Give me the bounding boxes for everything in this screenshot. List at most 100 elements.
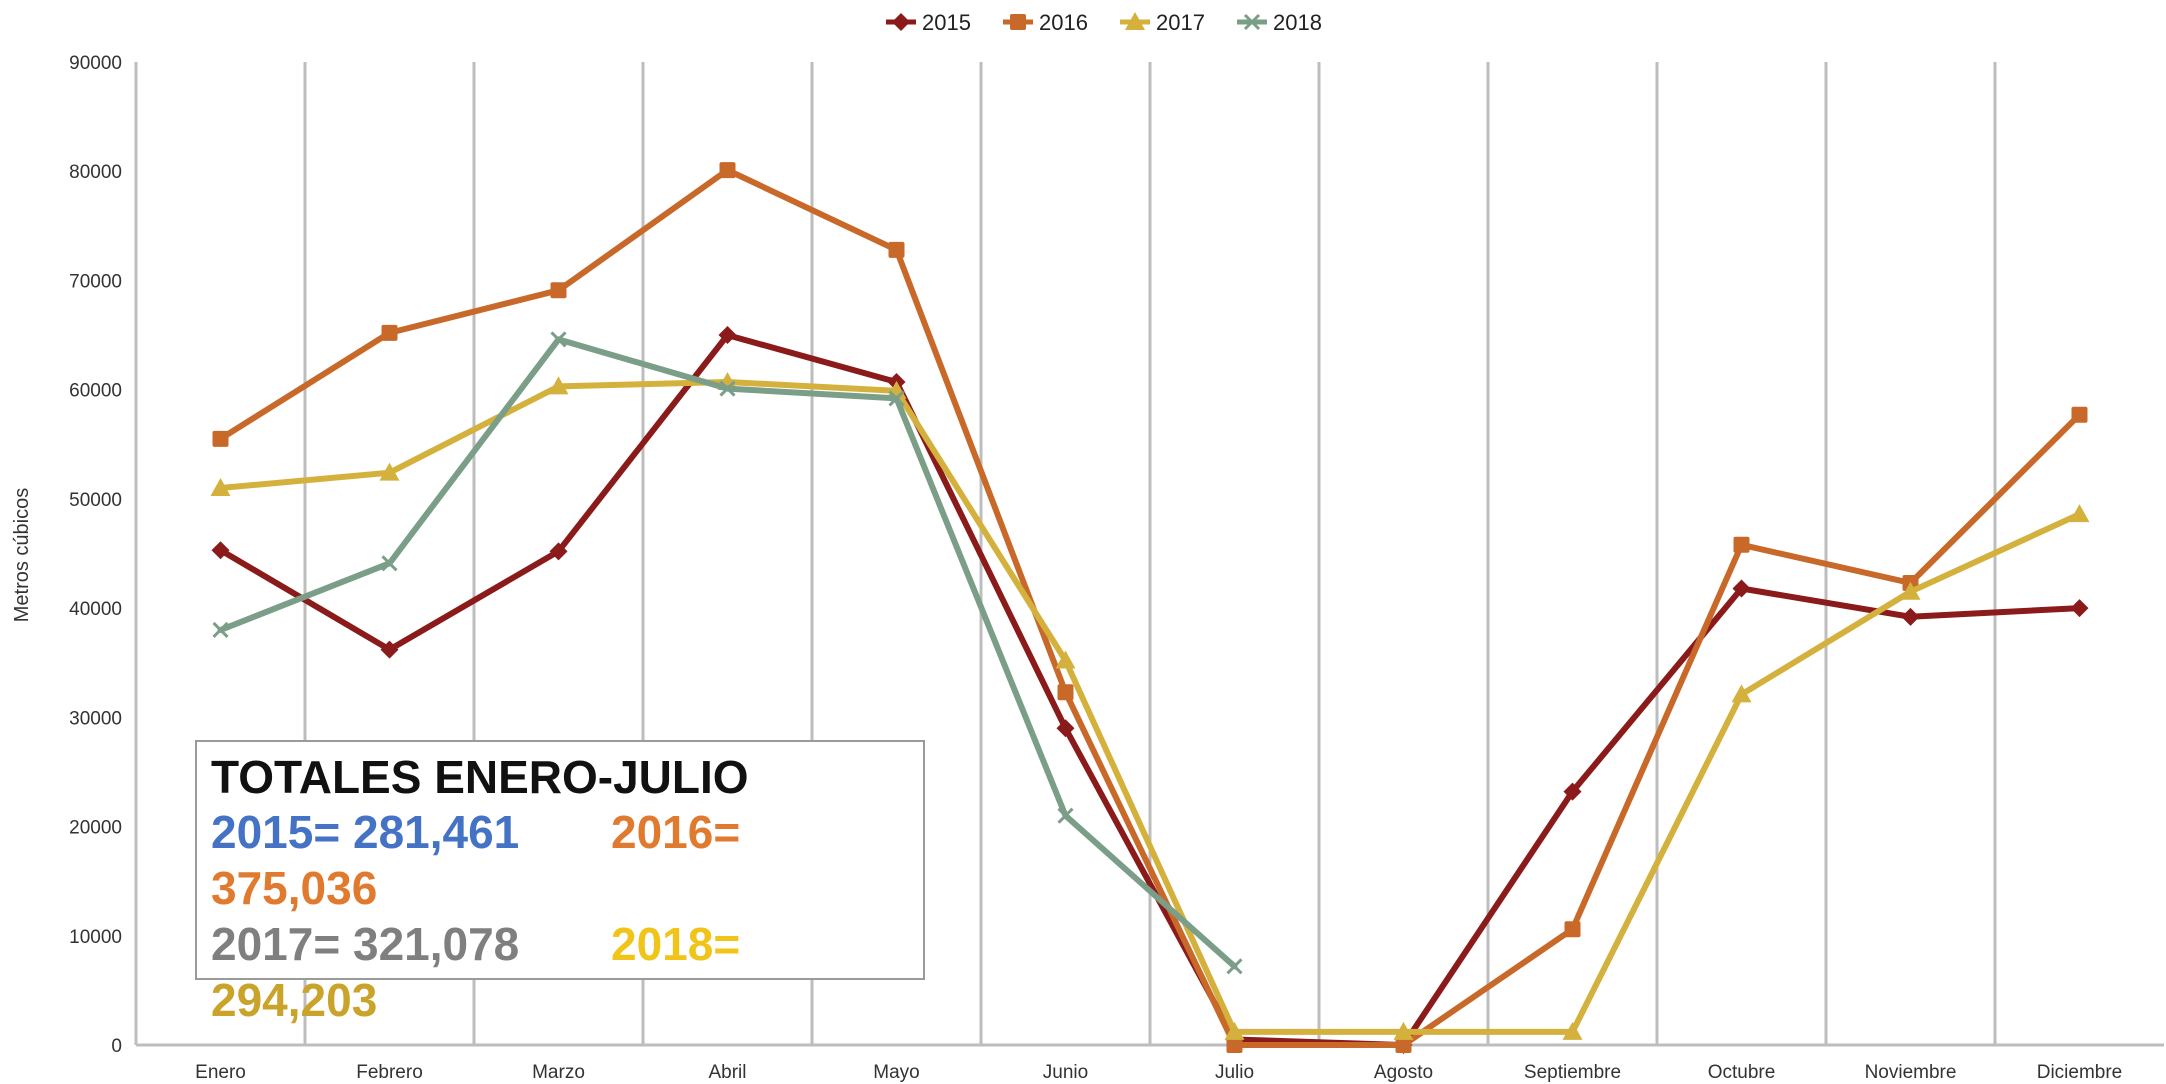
point-2016-febrero xyxy=(381,324,398,341)
line-2015 xyxy=(217,332,2083,1048)
axes xyxy=(134,62,2164,1047)
y-axis-label: Metros cúbicos xyxy=(11,488,33,623)
legend-marker-2016 xyxy=(1010,14,1026,30)
legend-label-2017: 2017 xyxy=(1156,10,1205,35)
point-2015-abril xyxy=(718,326,737,345)
x-tick-label-febrero: Febrero xyxy=(356,1062,423,1083)
legend: 2015 2016 2017 2018 xyxy=(886,10,1322,35)
total-2018-value: 294,203 xyxy=(211,974,378,1026)
spacer xyxy=(611,860,911,916)
legend-label-2016: 2016 xyxy=(1039,10,1088,35)
point-2016-marzo xyxy=(550,282,567,299)
point-2015-febrero xyxy=(380,640,399,659)
point-2016-agosto xyxy=(1395,1037,1412,1053)
point-2017-octubre xyxy=(1731,684,1752,703)
y-tick-label-80000: 80000 xyxy=(69,162,122,183)
x-tick-label-julio: Julio xyxy=(1215,1062,1254,1083)
total-2016-year: 2016= xyxy=(611,806,741,858)
x-tick-label-marzo: Marzo xyxy=(532,1062,585,1083)
point-2015-junio xyxy=(1056,719,1075,738)
x-tick-label-diciembre: Diciembre xyxy=(2037,1062,2123,1083)
point-2015-noviembre xyxy=(1901,607,1920,626)
legend-item-2018: 2018 xyxy=(1237,10,1322,35)
point-2018-enero xyxy=(212,621,229,639)
total-2017-year: 2017= xyxy=(211,918,341,970)
legend-marker-2015 xyxy=(892,13,910,31)
point-2017-marzo xyxy=(548,376,569,395)
series-2016 xyxy=(212,162,2088,1053)
series-2018 xyxy=(212,331,1243,975)
x-tick-label-noviembre: Noviembre xyxy=(1865,1062,1957,1083)
totals-title: TOTALES ENERO-JULIO xyxy=(211,751,749,803)
point-2017-enero xyxy=(210,477,231,496)
total-2016-value-cell: 375,036 xyxy=(211,860,611,916)
total-2016-value: 375,036 xyxy=(211,862,378,914)
legend-label-2015: 2015 xyxy=(922,10,971,35)
y-tick-label-0: 0 xyxy=(111,1036,122,1057)
point-2017-noviembre xyxy=(1900,581,1921,600)
x-tick-label-enero: Enero xyxy=(195,1062,246,1083)
legend-item-2016: 2016 xyxy=(1003,10,1088,35)
point-2016-mayo xyxy=(888,241,905,258)
point-2016-julio xyxy=(1226,1037,1243,1053)
legend-marker-2018 xyxy=(1243,13,1261,31)
y-tick-label-40000: 40000 xyxy=(69,599,122,620)
legend-item-2017: 2017 xyxy=(1120,10,1205,35)
gridlines xyxy=(303,62,1997,1045)
totals-annotation: TOTALES ENERO-JULIO 2015= 281,461 2016= … xyxy=(195,740,925,1026)
point-2016-enero xyxy=(212,430,229,447)
legend-marker-2017 xyxy=(1125,12,1145,30)
point-2018-julio xyxy=(1226,958,1243,975)
x-tick-label-agosto: Agosto xyxy=(1374,1062,1433,1083)
y-tick-label-90000: 90000 xyxy=(69,53,122,74)
point-2018-junio xyxy=(1057,807,1074,824)
x-tick-label-mayo: Mayo xyxy=(873,1062,919,1083)
point-2018-abril xyxy=(719,380,736,397)
point-2015-octubre xyxy=(1732,579,1751,598)
x-tick-label-septiembre: Septiembre xyxy=(1524,1062,1621,1083)
y-tick-label-10000: 10000 xyxy=(69,927,122,948)
point-2016-abril xyxy=(719,162,736,179)
x-tick-label-junio: Junio xyxy=(1043,1062,1088,1083)
x-tick-label-abril: Abril xyxy=(708,1062,746,1083)
total-2015: 2015= 281,461 xyxy=(211,804,611,860)
total-2017-value: 321,078 xyxy=(352,918,520,970)
line-2016 xyxy=(217,167,2083,1048)
point-2017-septiembre xyxy=(1562,1021,1583,1040)
point-2015-septiembre xyxy=(1563,782,1582,801)
legend-item-2015: 2015 xyxy=(886,10,971,35)
y-tick-label-50000: 50000 xyxy=(69,490,122,511)
total-2016: 2016= xyxy=(611,804,911,860)
line-2017 xyxy=(217,379,2083,1035)
totals-grid: 2015= 281,461 2016= 375,036 2017= 321,07… xyxy=(211,804,909,1028)
point-2015-enero xyxy=(211,541,230,560)
series-group xyxy=(210,162,2090,1054)
legend-label-2018: 2018 xyxy=(1273,10,1322,35)
y-axis-ticks: 0 10000 20000 30000 40000 50000 60000 70000 8000… xyxy=(69,53,122,1057)
point-2018-marzo xyxy=(550,331,567,348)
y-tick-label-60000: 60000 xyxy=(69,381,122,402)
y-tick-label-70000: 70000 xyxy=(69,271,122,292)
total-2015-value: 281,461 xyxy=(352,806,520,858)
y-tick-label-20000: 20000 xyxy=(69,818,122,839)
point-2018-febrero xyxy=(381,555,398,572)
point-2017-julio xyxy=(1224,1021,1245,1040)
total-2018-value-cell: 294,203 xyxy=(211,972,611,1028)
x-axis-ticks: Enero Febrero Marzo Abril Mayo Junio Julio Agos… xyxy=(195,1062,2122,1083)
point-2018-mayo xyxy=(888,390,905,407)
point-2015-marzo xyxy=(549,542,568,561)
x-tick-label-octubre: Octubre xyxy=(1708,1062,1776,1083)
point-2016-diciembre xyxy=(2071,406,2088,423)
y-tick-label-30000: 30000 xyxy=(69,708,122,729)
total-2017: 2017= 321,078 xyxy=(211,916,611,972)
total-2015-year: 2015= xyxy=(211,806,341,858)
point-2016-junio xyxy=(1057,684,1074,701)
point-2017-agosto xyxy=(1393,1021,1414,1040)
point-2016-octubre xyxy=(1733,536,1750,553)
point-2017-febrero xyxy=(379,462,400,481)
total-2018: 2018= xyxy=(611,916,911,972)
point-2016-septiembre xyxy=(1564,921,1581,938)
point-2017-diciembre xyxy=(2069,504,2090,523)
point-2015-diciembre xyxy=(2070,599,2089,618)
